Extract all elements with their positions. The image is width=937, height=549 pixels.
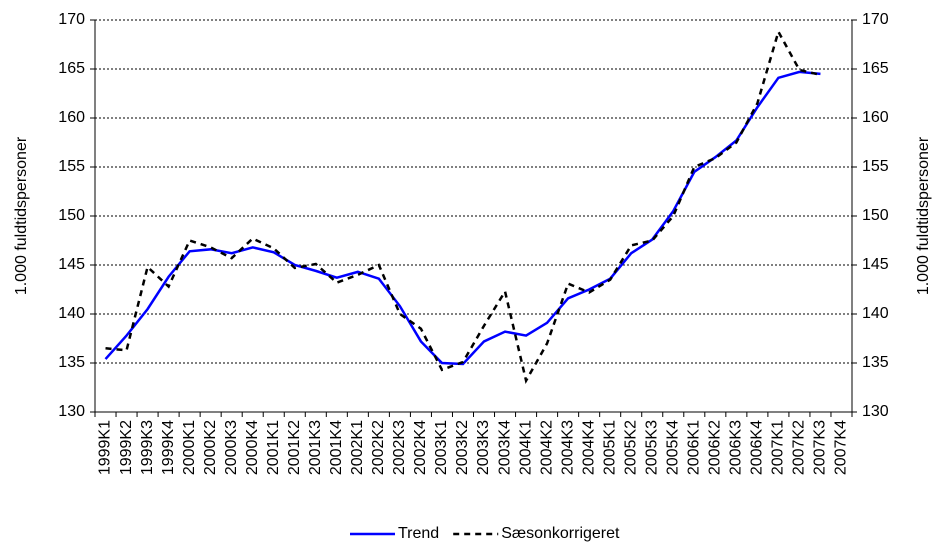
x-tick-label: 2004K1: [517, 420, 534, 475]
x-tick-label: 2005K2: [622, 420, 639, 475]
x-tick-label: 2006K3: [728, 420, 745, 475]
y2-tick-label: 170: [862, 11, 889, 28]
x-tick-label: 2003K3: [475, 420, 492, 475]
legend-label: Trend: [398, 525, 439, 542]
x-tick-label: 1999K1: [97, 420, 114, 475]
x-tick-label: 2004K2: [538, 420, 555, 475]
x-tick-label: 2007K1: [770, 420, 787, 475]
x-tick-label: 1999K3: [139, 420, 156, 475]
y-tick-label: 160: [58, 109, 85, 126]
x-tick-label: 2006K1: [686, 420, 703, 475]
legend-label: Sæsonkorrigeret: [501, 525, 620, 542]
y2-tick-label: 155: [862, 158, 889, 175]
x-tick-label: 2001K2: [286, 420, 303, 475]
y-tick-label: 145: [58, 256, 85, 273]
y2-tick-label: 130: [862, 403, 889, 420]
y2-tick-label: 165: [862, 60, 889, 77]
x-tick-label: 2002K4: [412, 420, 429, 475]
y2-tick-label: 150: [862, 207, 889, 224]
x-tick-label: 1999K2: [118, 420, 135, 475]
x-tick-label: 2004K4: [580, 420, 597, 475]
x-tick-label: 2006K2: [707, 420, 724, 475]
x-tick-label: 2002K3: [391, 420, 408, 475]
x-tick-label: 2001K1: [265, 420, 282, 475]
x-tick-label: 2005K3: [643, 420, 660, 475]
y-tick-label: 135: [58, 354, 85, 371]
y2-tick-label: 140: [862, 305, 889, 322]
y-tick-label: 155: [58, 158, 85, 175]
data-line: [104, 70, 821, 366]
x-tick-label: 2000K2: [202, 420, 219, 475]
x-tick-label: 2007K3: [812, 420, 829, 475]
y-tick-label: 140: [58, 305, 85, 322]
x-tick-label: 2007K2: [791, 420, 808, 475]
y2-tick-label: 135: [862, 354, 889, 371]
x-tick-label: 2001K3: [307, 420, 324, 475]
x-tick-label: 2000K4: [244, 420, 261, 475]
x-tick-label: 1999K4: [160, 420, 177, 475]
x-tick-label: 2003K2: [454, 420, 471, 475]
x-tick-label: 2005K1: [601, 420, 618, 475]
x-tick-label: 2000K1: [181, 420, 198, 475]
data-line: [105, 28, 821, 385]
y2-axis-title: 1.000 fuldtidspersoner: [915, 136, 932, 295]
x-tick-label: 2006K4: [749, 420, 766, 475]
y-tick-label: 170: [58, 11, 85, 28]
x-tick-label: 2003K1: [433, 420, 450, 475]
x-tick-label: 2004K3: [559, 420, 576, 475]
x-tick-label: 2005K4: [664, 420, 681, 475]
y2-tick-label: 145: [862, 256, 889, 273]
y2-tick-label: 160: [862, 109, 889, 126]
x-tick-label: 2001K4: [328, 420, 345, 475]
y-tick-label: 165: [58, 60, 85, 77]
y-tick-label: 130: [58, 403, 85, 420]
x-tick-label: 2000K3: [223, 420, 240, 475]
x-tick-label: 2002K2: [370, 420, 387, 475]
x-tick-label: 2003K4: [496, 420, 513, 475]
y-tick-label: 150: [58, 207, 85, 224]
x-tick-label: 2002K1: [349, 420, 366, 475]
y-axis-title: 1.000 fuldtidspersoner: [13, 136, 30, 295]
x-tick-label: 2007K4: [833, 420, 850, 475]
